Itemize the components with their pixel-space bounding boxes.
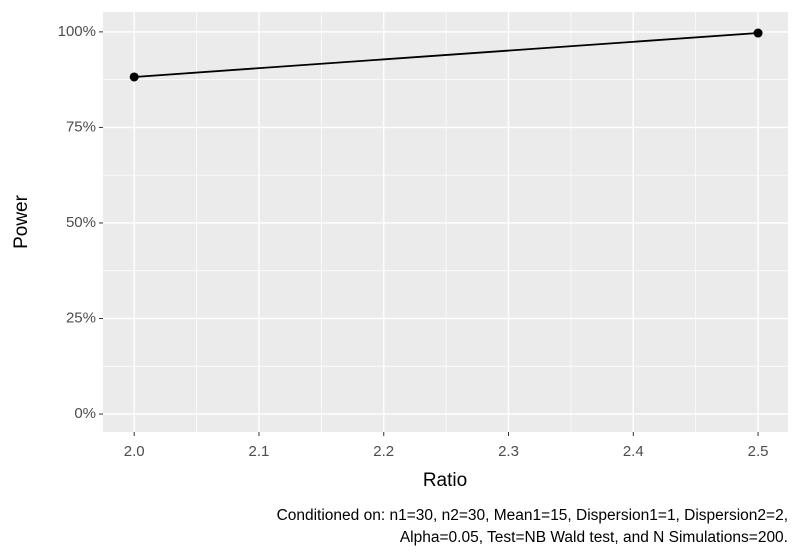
point <box>129 72 139 82</box>
x-tick-label: 2.5 <box>748 443 769 460</box>
x-tick-label: 2.1 <box>249 443 270 460</box>
x-axis-title: Ratio <box>423 470 467 491</box>
x-tick-label: 2.4 <box>623 443 644 460</box>
line <box>134 32 759 78</box>
x-tick-label: 2.3 <box>498 443 519 460</box>
x-tick-label: 2.2 <box>373 443 394 460</box>
y-tick-label: 50% <box>66 214 96 231</box>
caption: Alpha=0.05, Test=NB Wald test, and N Sim… <box>400 529 788 546</box>
y-tick-label: 25% <box>66 309 96 326</box>
y-axis-title: Power <box>11 194 32 249</box>
x-tick-label: 2.0 <box>124 443 145 460</box>
y-tick-label: 100% <box>58 23 96 40</box>
y-tick-label: 75% <box>66 118 96 135</box>
grid <box>103 12 788 432</box>
y-tick-label: 0% <box>74 405 96 422</box>
caption: Conditioned on: n1=30, n2=30, Mean1=15, … <box>277 507 788 524</box>
point <box>753 28 763 38</box>
plot-panel <box>103 12 788 432</box>
